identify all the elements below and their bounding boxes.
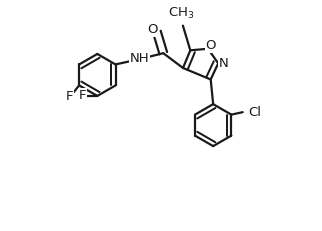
Text: O: O	[206, 39, 216, 52]
Text: CH$_3$: CH$_3$	[168, 6, 195, 21]
Text: NH: NH	[129, 52, 149, 65]
Text: F: F	[79, 89, 86, 102]
Text: Cl: Cl	[248, 106, 261, 119]
Text: O: O	[147, 23, 158, 36]
Text: F: F	[66, 90, 73, 103]
Text: N: N	[219, 57, 229, 70]
